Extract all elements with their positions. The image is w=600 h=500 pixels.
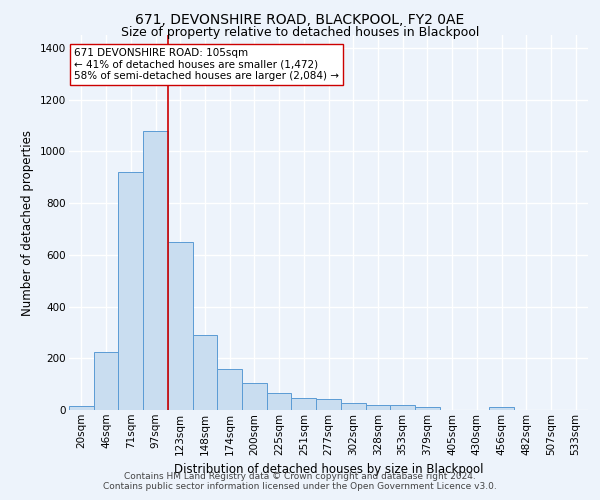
Bar bbox=[292, 398, 316, 410]
Bar bbox=[415, 408, 440, 410]
Bar bbox=[168, 242, 193, 410]
Bar bbox=[390, 406, 415, 410]
Text: 671, DEVONSHIRE ROAD, BLACKPOOL, FY2 0AE: 671, DEVONSHIRE ROAD, BLACKPOOL, FY2 0AE bbox=[136, 12, 464, 26]
Bar bbox=[69, 406, 94, 410]
Y-axis label: Number of detached properties: Number of detached properties bbox=[22, 130, 34, 316]
Bar bbox=[217, 369, 242, 410]
Text: Contains public sector information licensed under the Open Government Licence v3: Contains public sector information licen… bbox=[103, 482, 497, 491]
Bar bbox=[242, 383, 267, 410]
Bar bbox=[143, 130, 168, 410]
Bar bbox=[489, 408, 514, 410]
Bar bbox=[94, 352, 118, 410]
Text: Contains HM Land Registry data © Crown copyright and database right 2024.: Contains HM Land Registry data © Crown c… bbox=[124, 472, 476, 481]
Bar bbox=[341, 403, 365, 410]
Bar bbox=[267, 392, 292, 410]
Bar bbox=[365, 405, 390, 410]
Text: Size of property relative to detached houses in Blackpool: Size of property relative to detached ho… bbox=[121, 26, 479, 39]
Bar bbox=[193, 335, 217, 410]
Bar bbox=[316, 399, 341, 410]
Text: 671 DEVONSHIRE ROAD: 105sqm
← 41% of detached houses are smaller (1,472)
58% of : 671 DEVONSHIRE ROAD: 105sqm ← 41% of det… bbox=[74, 48, 339, 82]
Bar bbox=[118, 172, 143, 410]
X-axis label: Distribution of detached houses by size in Blackpool: Distribution of detached houses by size … bbox=[174, 463, 483, 476]
